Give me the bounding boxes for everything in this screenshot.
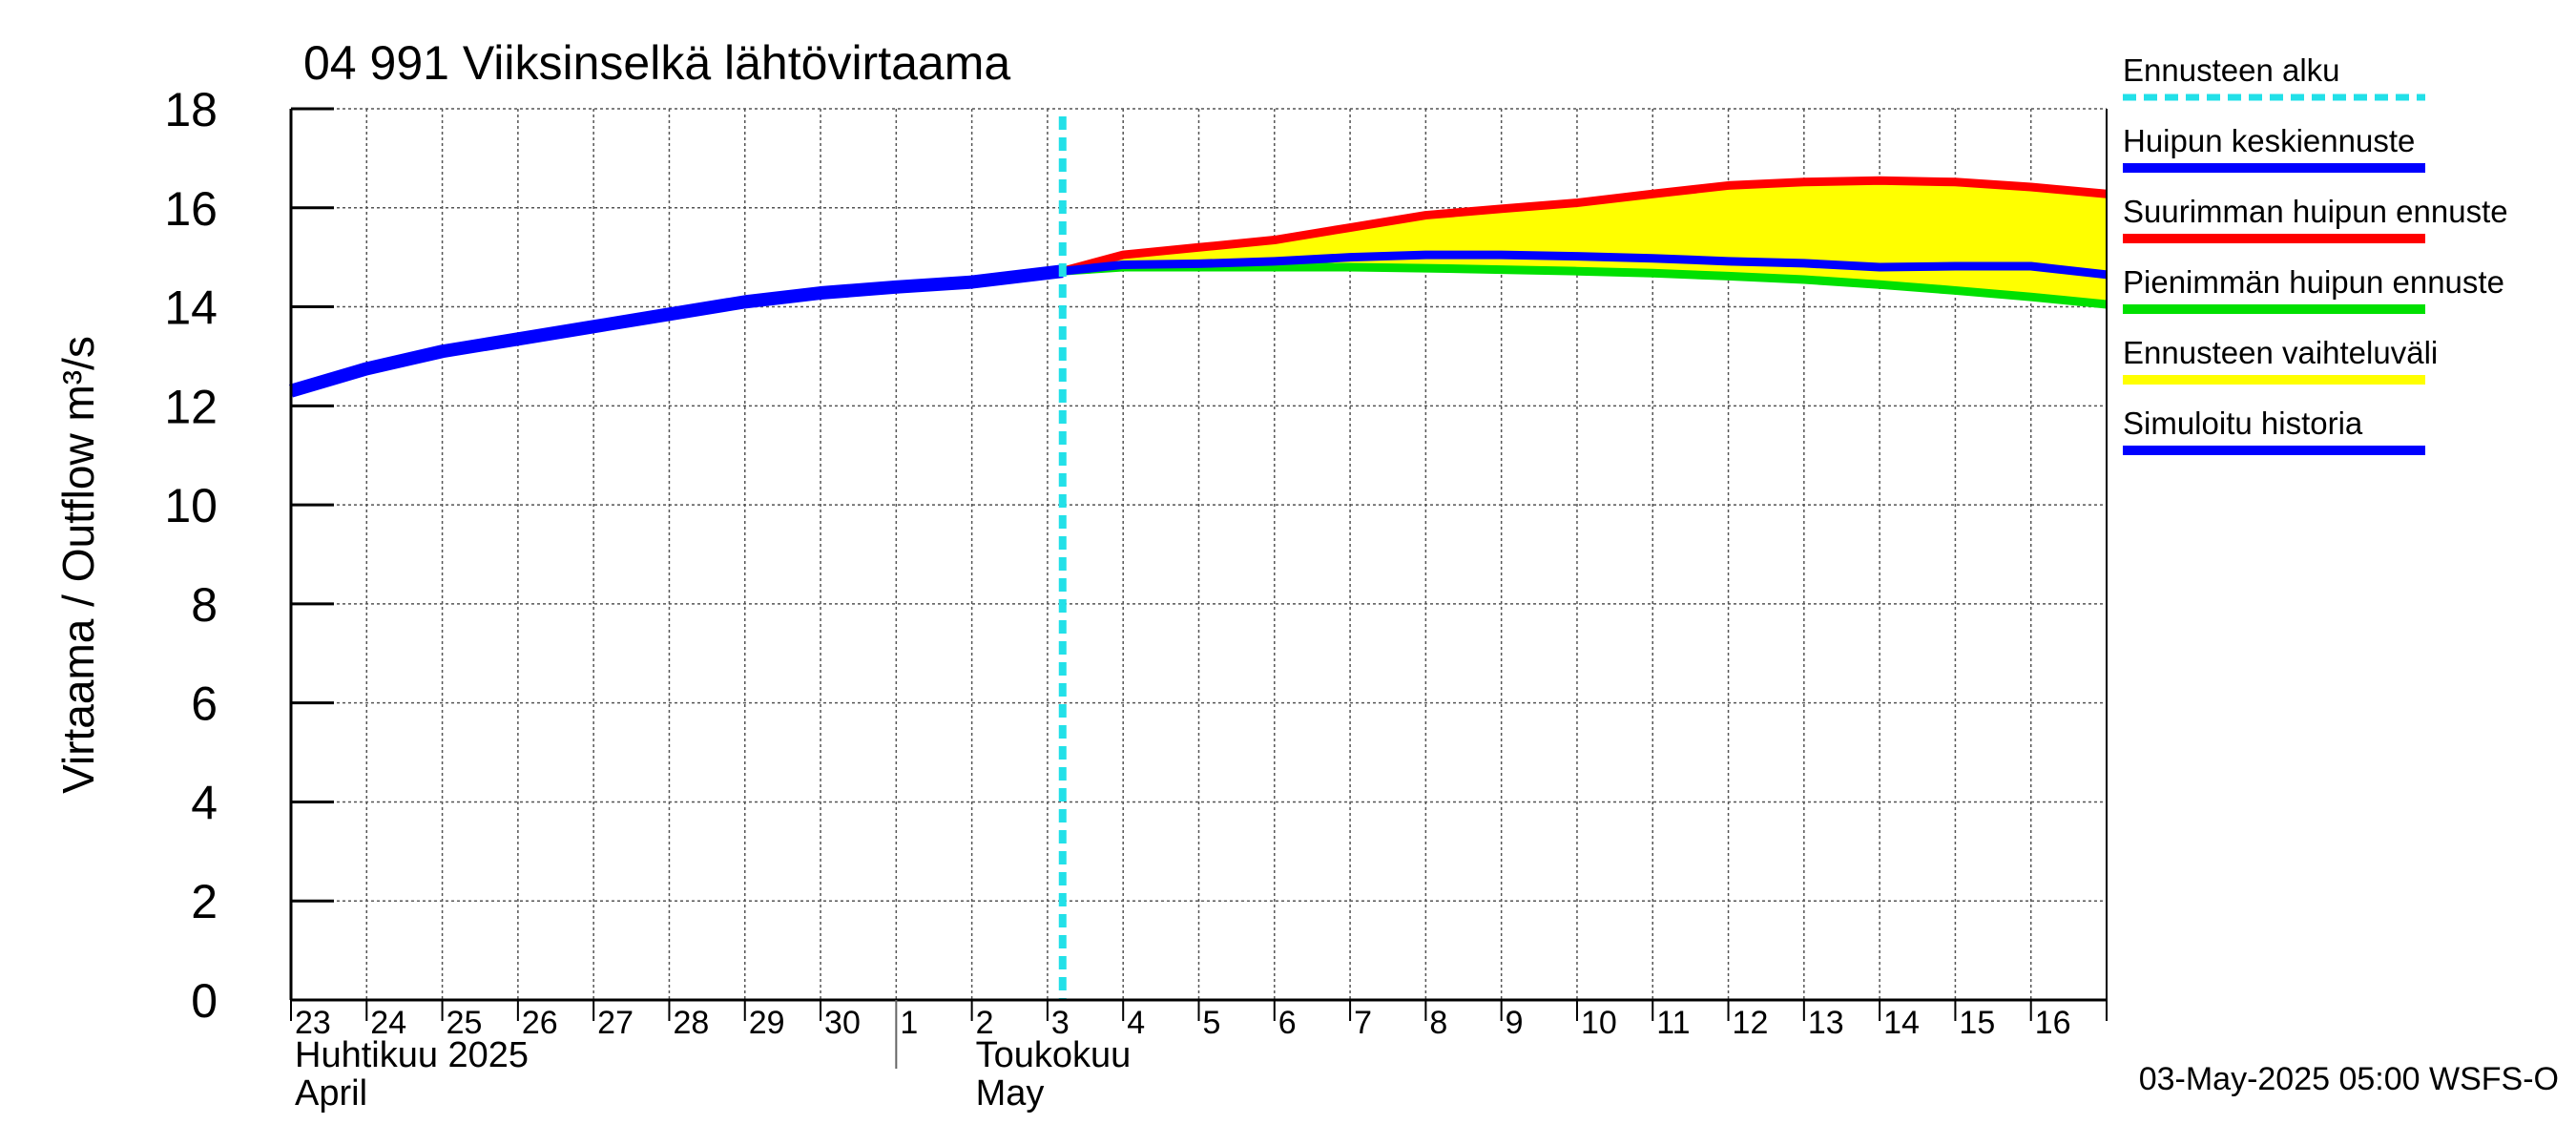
x-tick-label: 7 — [1354, 1005, 1372, 1041]
x-tick-label: 12 — [1733, 1005, 1769, 1041]
x-tick-label: 11 — [1656, 1005, 1690, 1041]
x-tick-label: 24 — [370, 1005, 406, 1041]
y-tick-label: 12 — [164, 380, 218, 433]
x-tick-label: 13 — [1808, 1005, 1844, 1041]
x-tick-label: 30 — [824, 1005, 861, 1041]
legend-label-max: Suurimman huipun ennuste — [2123, 194, 2508, 229]
forecast-range-area — [1062, 180, 2107, 304]
legend-label-min: Pienimmän huipun ennuste — [2123, 264, 2504, 300]
x-tick-label: 14 — [1883, 1005, 1920, 1041]
x-tick-label: 2 — [976, 1005, 994, 1041]
x-tick-label: 1 — [900, 1005, 918, 1041]
x-tick-label: 25 — [447, 1005, 483, 1041]
y-tick-label: 0 — [191, 974, 218, 1028]
y-tick-label: 16 — [164, 182, 218, 236]
series-lines — [289, 176, 2108, 398]
x-tick-label: 23 — [295, 1005, 331, 1041]
x-tick-label: 8 — [1429, 1005, 1447, 1041]
x-tick-label: 27 — [597, 1005, 634, 1041]
series-line-mean — [1062, 250, 2108, 280]
x-tick-label: 9 — [1506, 1005, 1524, 1041]
y-tick-label: 14 — [164, 281, 218, 335]
legend-label-mean: Huipun keskiennuste — [2123, 123, 2415, 158]
y-tick-label: 4 — [191, 776, 218, 829]
x-tick-label: 26 — [522, 1005, 558, 1041]
legend: Ennusteen alku Huipun keskiennuste Suurimm… — [2123, 52, 2508, 455]
x-tick-label: 5 — [1203, 1005, 1221, 1041]
x-tick-label: 15 — [1959, 1005, 1995, 1041]
x-axis-ticks: 23 24 25 26 27 28 29 30 1 2 3 4 5 6 7 8 9 10 11 12 13 14 15 16H… — [290, 1000, 2108, 1114]
y-tick-label: 6 — [191, 677, 218, 731]
x-tick-label: 6 — [1278, 1005, 1297, 1041]
x-tick-label: 28 — [673, 1005, 709, 1041]
month-label-en: April — [295, 1073, 367, 1114]
month-label-fi: Huhtikuu 2025 — [295, 1035, 529, 1075]
y-tick-label: 18 — [164, 83, 218, 136]
x-tick-label: 4 — [1127, 1005, 1145, 1041]
forecast-range-band — [1062, 180, 2107, 304]
x-tick-label: 16 — [2035, 1005, 2071, 1041]
month-label-en: May — [976, 1073, 1045, 1114]
y-axis-label: Virtaama / Outflow m³/s — [53, 336, 103, 794]
y-tick-label: 2 — [191, 875, 218, 928]
timestamp-footer: 03-May-2025 05:00 WSFS-O — [2139, 1061, 2559, 1097]
y-tick-label: 8 — [191, 578, 218, 632]
x-tick-label: 10 — [1581, 1005, 1617, 1041]
series-line-max — [1061, 176, 2108, 276]
legend-label-forecast_start: Ennusteen alku — [2123, 52, 2340, 88]
y-axis-ticks: 0 2 4 6 8 10 12 14 16 18 — [164, 83, 334, 1028]
legend-label-range: Ennusteen vaihteluväli — [2123, 335, 2438, 370]
x-tick-label: 3 — [1051, 1005, 1070, 1041]
month-label-fi: Toukokuu — [976, 1035, 1132, 1075]
legend-label-history: Simuloitu historia — [2123, 406, 2363, 441]
chart-title: 04 991 Viiksinselkä lähtövirtaama — [303, 36, 1010, 90]
series-line-history — [289, 264, 1064, 398]
y-tick-label: 10 — [164, 479, 218, 532]
x-tick-label: 29 — [749, 1005, 785, 1041]
